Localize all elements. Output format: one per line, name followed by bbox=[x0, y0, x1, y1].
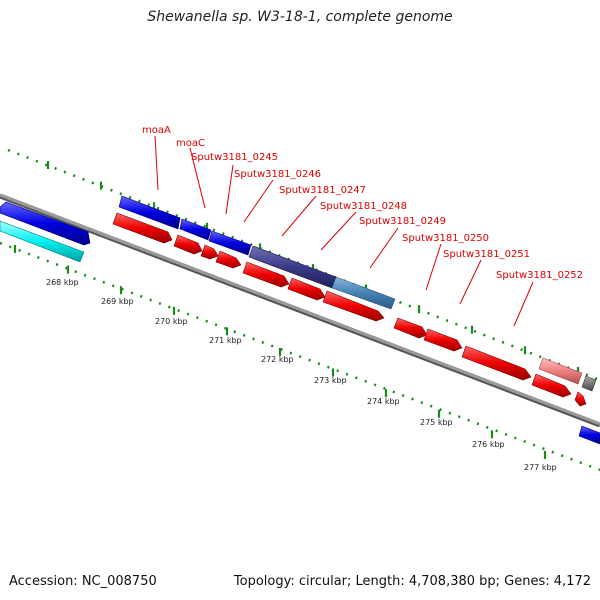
gene-0245 bbox=[208, 230, 252, 256]
gene-label: Sputw3181_0251 bbox=[443, 249, 530, 260]
kbp-label: 275 kbp bbox=[420, 418, 453, 427]
gene-label: Sputw3181_0252 bbox=[496, 270, 583, 281]
gene-label: Sputw3181_0249 bbox=[359, 216, 446, 227]
gene-pink bbox=[538, 357, 583, 385]
gene-red-5 bbox=[242, 261, 290, 288]
kbp-label: 268 kbp bbox=[46, 278, 79, 287]
kbp-label: 274 kbp bbox=[367, 397, 400, 406]
gene-label: Sputw3181_0250 bbox=[402, 233, 489, 244]
gene-grey bbox=[581, 375, 597, 392]
gene-0247 bbox=[331, 276, 396, 310]
kbp-label: 276 kbp bbox=[472, 440, 505, 449]
gene-red-4 bbox=[215, 250, 242, 269]
gene-blue-right bbox=[578, 425, 600, 445]
gene-moaA bbox=[118, 195, 181, 230]
gene-label: Sputw3181_0247 bbox=[279, 185, 366, 196]
gene-red-12 bbox=[574, 391, 587, 407]
gene-red-6 bbox=[287, 277, 326, 301]
gene-red-3 bbox=[200, 244, 219, 260]
kbp-label: 270 kbp bbox=[155, 317, 188, 326]
gene-label: Sputw3181_0245 bbox=[191, 152, 278, 163]
gene-label: Sputw3181_0248 bbox=[320, 201, 407, 212]
kbp-label: 273 kbp bbox=[314, 376, 347, 385]
gene-callouts bbox=[154, 135, 534, 327]
gene-left-blue bbox=[0, 201, 91, 246]
kbp-label-group: 268 kbp 269 kbp 270 kbp 271 kbp 272 kbp … bbox=[46, 278, 557, 472]
kbp-label: 272 kbp bbox=[261, 355, 294, 364]
gene-moaC bbox=[179, 218, 212, 241]
inner-tick-track bbox=[0, 241, 600, 472]
gene-label: moaA bbox=[142, 125, 171, 136]
gene-label: Sputw3181_0246 bbox=[234, 169, 321, 180]
gene-label-group: moaA moaC Sputw3181_0245 Sputw3181_0246 … bbox=[142, 125, 583, 281]
backbone-line bbox=[0, 193, 600, 426]
gene-label: moaC bbox=[176, 138, 205, 149]
accession-text: Accession: NC_008750 bbox=[9, 574, 157, 589]
gene-red-2 bbox=[173, 234, 203, 255]
gene-cyan bbox=[0, 220, 85, 263]
kbp-label: 271 kbp bbox=[209, 336, 242, 345]
reverse-genes bbox=[0, 212, 600, 445]
gene-red-1 bbox=[112, 212, 173, 244]
gene-red-11 bbox=[531, 373, 572, 398]
gene-red-9 bbox=[423, 328, 463, 352]
inner-major-ticks bbox=[13, 245, 547, 459]
gene-red-7 bbox=[322, 290, 385, 322]
forward-genes bbox=[0, 195, 597, 392]
kbp-label: 277 kbp bbox=[524, 463, 557, 472]
map-title: Shewanella sp. W3-18-1, complete genome bbox=[147, 9, 453, 25]
kbp-label: 269 kbp bbox=[101, 297, 134, 306]
gene-red-8 bbox=[393, 317, 428, 339]
gene-red-10 bbox=[461, 345, 532, 381]
genome-summary: Topology: circular; Length: 4,708,380 bp… bbox=[233, 574, 591, 589]
